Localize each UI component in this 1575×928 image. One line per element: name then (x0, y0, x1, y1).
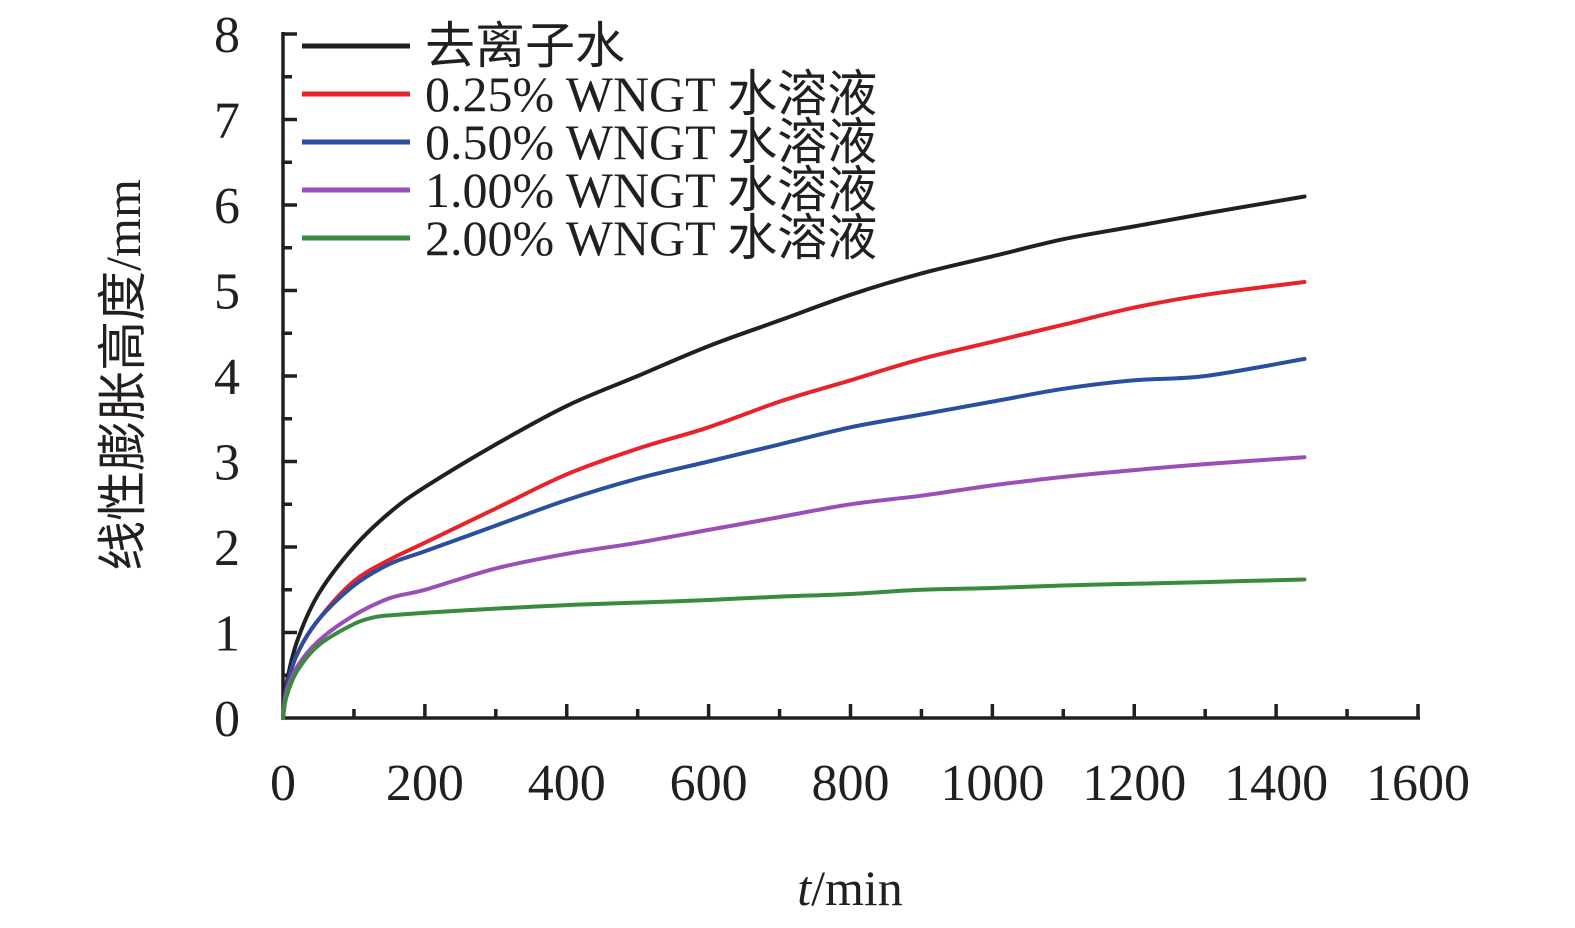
x-axis-title: t/min (797, 860, 903, 916)
x-tick-label: 800 (812, 755, 890, 812)
legend-label-1: 0.25% WNGT 水溶液 (425, 66, 877, 122)
x-tick-label: 1400 (1224, 755, 1328, 812)
y-tick-label: 3 (214, 435, 240, 492)
legend-label-0: 去离子水 (425, 18, 625, 74)
y-tick-label: 1 (214, 606, 240, 663)
x-tick-label: 200 (386, 755, 464, 812)
series-group (281, 194, 1307, 720)
x-tick-label: 1000 (940, 755, 1044, 812)
y-ticks (283, 32, 297, 677)
x-tick-labels: 0 200 400 600 800 1000 1200 1400 1600 (270, 755, 1470, 812)
y-tick-label: 8 (214, 7, 240, 64)
legend-label-4: 2.00% WNGT 水溶液 (425, 210, 877, 266)
y-tick-label: 2 (214, 520, 240, 577)
x-axis-title-italic: t (797, 860, 812, 916)
y-axis-title: 线性膨胀高度/mm (95, 179, 151, 571)
series-line-4 (281, 577, 1307, 720)
y-tick-label: 4 (214, 349, 240, 406)
series-line-1 (281, 280, 1307, 720)
y-tick-label: 7 (214, 93, 240, 150)
x-tick-label: 1600 (1366, 755, 1470, 812)
x-tick-label: 0 (270, 755, 296, 812)
y-tick-label: 6 (214, 178, 240, 235)
x-tick-label: 600 (670, 755, 748, 812)
x-tick-label: 1200 (1082, 755, 1186, 812)
y-tick-label: 5 (214, 264, 240, 321)
series-line-2 (281, 356, 1307, 720)
series-line-0 (281, 194, 1307, 720)
legend-label-2: 0.50% WNGT 水溶液 (425, 114, 877, 170)
y-tick-labels: 0 1 2 3 4 5 6 7 8 (214, 7, 240, 748)
legend-label-3: 1.00% WNGT 水溶液 (425, 162, 877, 218)
x-axis-title-rest: /min (811, 860, 903, 916)
x-tick-label: 400 (528, 755, 606, 812)
y-tick-label: 0 (214, 691, 240, 748)
x-ticks (352, 704, 1420, 718)
series-line-3 (281, 455, 1307, 720)
